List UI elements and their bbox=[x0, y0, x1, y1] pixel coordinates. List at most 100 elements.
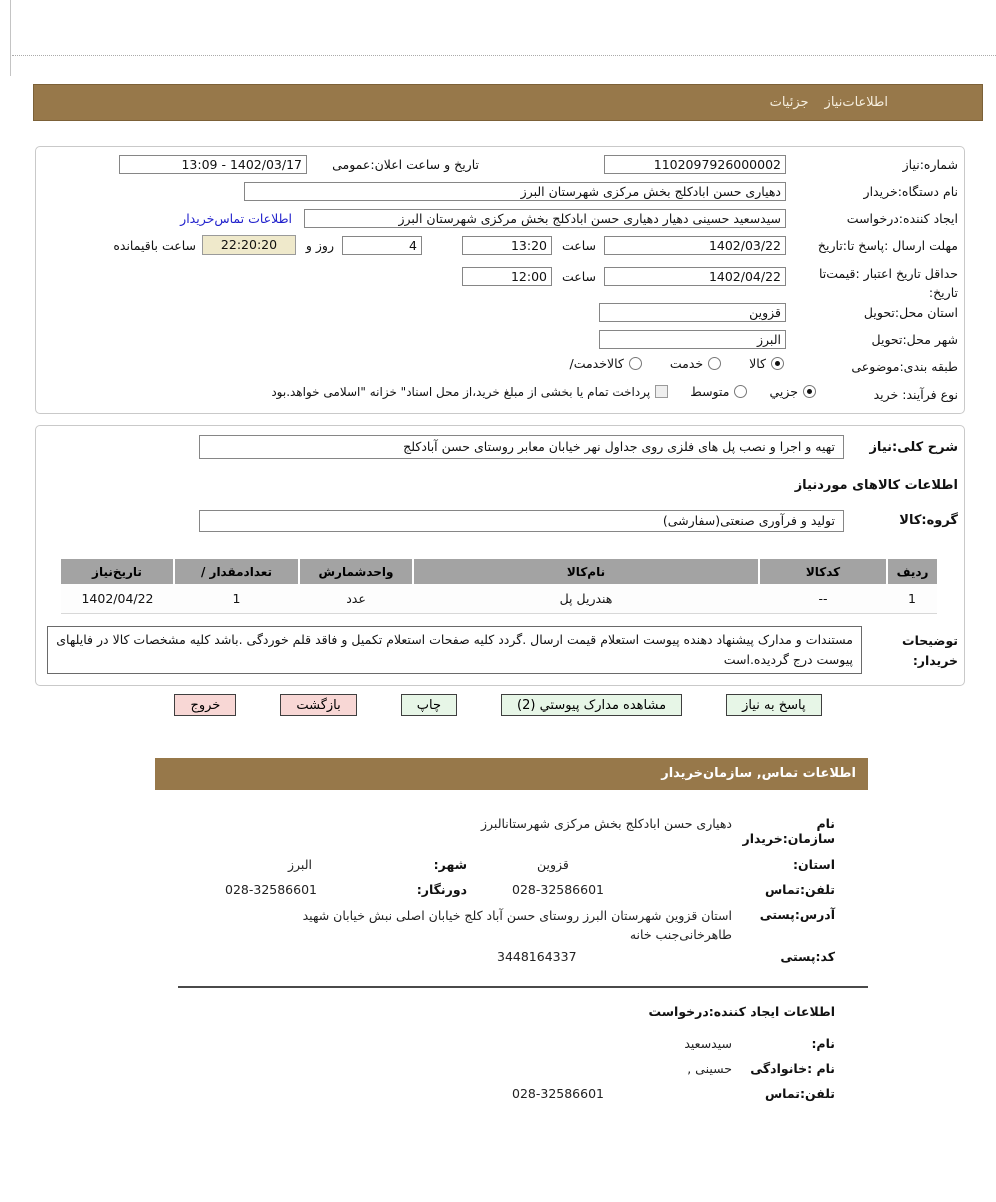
need-number-field[interactable]: 1102097926000002 bbox=[604, 155, 786, 174]
request-creator-field[interactable]: سیدسعید حسینی دهیار دهیاری حسن ابادکلج ب… bbox=[304, 209, 786, 228]
reply-deadline-time-field[interactable]: 13:20 bbox=[462, 236, 552, 255]
announce-datetime-label: تاریخ و ساعت اعلان:عمومی bbox=[332, 157, 479, 172]
need-number-label: شماره:نیاز bbox=[902, 157, 958, 172]
goods-group-field[interactable]: تولید و فرآوری صنعتی(سفارشی) bbox=[199, 510, 844, 532]
radio-selected-icon[interactable] bbox=[771, 357, 784, 370]
deadline-hour-label: ساعت bbox=[561, 238, 596, 253]
category-option-goods-service[interactable]: کالاخدمت/ bbox=[569, 356, 642, 371]
need-description-label: شرح کلی:نیاز bbox=[869, 440, 958, 455]
page-edge-line bbox=[10, 0, 11, 76]
section-divider bbox=[178, 985, 868, 988]
delivery-province-field[interactable]: قزوين bbox=[599, 303, 786, 322]
postal-code-label: کد:پستی bbox=[780, 948, 835, 964]
validity-hour-label: ساعت bbox=[561, 269, 596, 284]
col-item-code: کدکالا bbox=[758, 559, 887, 584]
countdown-timer: 22:20:20 bbox=[202, 235, 296, 255]
last-name-label: نام :خانوادگی bbox=[750, 1060, 835, 1076]
hours-remaining-label: ساعت باقیمانده bbox=[113, 238, 196, 253]
last-name-value: حسینی , bbox=[687, 1060, 732, 1076]
first-name-row: نام: سیدسعید bbox=[155, 1036, 868, 1051]
address-row: آدرس:پستی استان قزوین شهرستان البرز روست… bbox=[155, 907, 868, 945]
col-unit: واحدشمارش bbox=[298, 559, 413, 584]
col-row-number: ردیف bbox=[886, 559, 937, 584]
cell-unit: عدد bbox=[299, 584, 413, 614]
price-validity-label-line2: تاریخ: bbox=[928, 285, 958, 301]
cell-quantity: 1 bbox=[174, 584, 299, 614]
postal-address-label: آدرس:پستی bbox=[759, 907, 835, 922]
request-creator-label: ایجاد کننده:درخواست bbox=[846, 211, 958, 226]
main-tab-bar: اطلاعات‌نیاز جزئیات bbox=[33, 84, 983, 121]
creator-phone-row: تلفن:تماس 028-32586601 bbox=[155, 1086, 868, 1101]
category-option-label: کالاخدمت/ bbox=[569, 356, 624, 371]
reply-to-need-button[interactable]: پاسخ به نیاز bbox=[726, 694, 822, 716]
purchase-process-label: نوع فرآیند: خرید bbox=[873, 387, 958, 402]
cell-item-name: هندریل پل bbox=[413, 584, 759, 614]
need-detail-panel: شرح کلی:نیاز تهیه و اجرا و نصب پل های فل… bbox=[35, 425, 965, 686]
need-summary-panel: شماره:نیاز 1102097926000002 تاریخ و ساعت… bbox=[35, 146, 965, 414]
category-option-goods[interactable]: کالا bbox=[749, 356, 784, 371]
days-and-label: روز و bbox=[305, 238, 334, 253]
tab-need-info[interactable]: اطلاعات‌نیاز bbox=[824, 95, 888, 110]
treasury-payment-option[interactable]: پرداخت تمام یا بخشی از مبلغ خرید،از محل … bbox=[271, 384, 669, 399]
treasury-payment-label: پرداخت تمام یا بخشی از مبلغ خرید،از محل … bbox=[271, 384, 651, 399]
creator-phone-label: تلفن:تماس bbox=[764, 1085, 835, 1101]
price-validity-date-field[interactable]: 1402/04/22 bbox=[604, 267, 786, 286]
buyer-notes-label: توضیحات خریدار: bbox=[902, 631, 958, 671]
goods-table-header-row: ردیف کدکالا نام‌کالا واحدشمارش تعدادمقدا… bbox=[61, 559, 937, 584]
exit-button[interactable]: خروج bbox=[174, 694, 237, 716]
process-option-label: متوسط bbox=[690, 384, 730, 399]
print-button[interactable]: چاپ bbox=[400, 694, 457, 716]
radio-icon[interactable] bbox=[708, 357, 722, 370]
process-option-minor[interactable]: جزیي bbox=[769, 384, 816, 399]
col-need-date: تاریخ‌نیاز bbox=[61, 559, 174, 584]
checkbox-icon[interactable] bbox=[655, 385, 669, 398]
purchase-process-group: جزیي متوسط پرداخت تمام یا بخشی از مبلغ خ… bbox=[271, 384, 816, 399]
buyer-contact-link[interactable]: اطلاعات تماس‌خریدار bbox=[180, 211, 292, 226]
process-option-medium[interactable]: متوسط bbox=[690, 384, 748, 399]
first-name-value: سیدسعید bbox=[684, 1035, 732, 1051]
province-city-row: استان: قزوين شهر: البرز bbox=[155, 857, 868, 872]
remaining-days-field[interactable]: 4 bbox=[342, 236, 422, 255]
price-validity-time-field[interactable]: 12:00 bbox=[462, 267, 552, 286]
back-button[interactable]: بازگشت bbox=[280, 694, 357, 716]
phone-fax-row: تلفن:تماس 028-32586601 دورنگار: 028-3258… bbox=[155, 882, 868, 897]
category-option-label: خدمت bbox=[669, 356, 704, 371]
view-attachments-button[interactable]: مشاهده مدارک پیوستي (2) bbox=[501, 694, 683, 716]
radio-icon[interactable] bbox=[628, 357, 642, 370]
delivery-city-field[interactable]: البرز bbox=[599, 330, 786, 349]
reply-deadline-date-field[interactable]: 1402/03/22 bbox=[604, 236, 786, 255]
radio-selected-icon[interactable] bbox=[803, 385, 816, 398]
category-option-service[interactable]: خدمت bbox=[669, 356, 722, 371]
creator-phone-value: 028-32586601 bbox=[512, 1085, 604, 1101]
need-description-field[interactable]: تهیه و اجرا و نصب پل های فلزی روی جداول … bbox=[199, 435, 844, 459]
org-name-row: نام سازمان:خریدار دهیاری حسن ابادکلج بخش… bbox=[155, 816, 868, 846]
contact-phone-value: 028-32586601 bbox=[512, 882, 604, 897]
radio-icon[interactable] bbox=[734, 385, 748, 398]
buyer-contact-header-bar: اطلاعات تماس, سازمان‌خریدار bbox=[155, 758, 868, 790]
contact-province-label: استان: bbox=[792, 857, 835, 872]
buyer-notes-field[interactable]: مستندات و مدارک پیشنهاد دهنده پیوست استع… bbox=[47, 626, 862, 674]
first-name-label: نام: bbox=[811, 1035, 835, 1051]
contact-fax-label: دورنگار: bbox=[416, 882, 467, 897]
cell-item-code: -- bbox=[759, 584, 887, 614]
buyer-notes-label-line1: توضیحات bbox=[902, 633, 958, 648]
price-validity-label-line1: حداقل تاریخ اعتبار :قیمت‌تا bbox=[818, 266, 958, 281]
contact-city-value: البرز bbox=[288, 857, 312, 872]
buyer-org-field[interactable]: دهیاری حسن ابادکلج بخش مرکزی شهرستان الب… bbox=[244, 182, 786, 201]
price-validity-label: حداقل تاریخ اعتبار :قیمت‌تا تاریخ: bbox=[819, 264, 958, 303]
postal-address-value: استان قزوین شهرستان البرز روستای حسن آبا… bbox=[302, 908, 732, 942]
category-option-label: کالا bbox=[749, 356, 766, 371]
contact-province-value: قزوين bbox=[537, 857, 569, 872]
process-option-label: جزیي bbox=[769, 384, 798, 399]
org-name-value: دهیاری حسن ابادکلج بخش مرکزی شهرستانالبر… bbox=[480, 816, 732, 831]
cell-need-date: 1402/04/22 bbox=[61, 584, 174, 614]
tab-details[interactable]: جزئیات bbox=[769, 95, 809, 110]
buyer-contact-section: اطلاعات تماس, سازمان‌خریدار نام سازمان:خ… bbox=[155, 758, 868, 1101]
action-button-row: پاسخ به نیاز مشاهده مدارک پیوستي (2) چاپ… bbox=[0, 694, 996, 716]
goods-table: ردیف کدکالا نام‌کالا واحدشمارش تعدادمقدا… bbox=[61, 559, 937, 614]
postal-code-value: 3448164337 bbox=[497, 948, 577, 964]
announce-datetime-field[interactable]: 1402/03/17 - 13:09 bbox=[119, 155, 307, 174]
cell-row-number: 1 bbox=[887, 584, 937, 614]
last-name-row: نام :خانوادگی حسینی , bbox=[155, 1061, 868, 1076]
